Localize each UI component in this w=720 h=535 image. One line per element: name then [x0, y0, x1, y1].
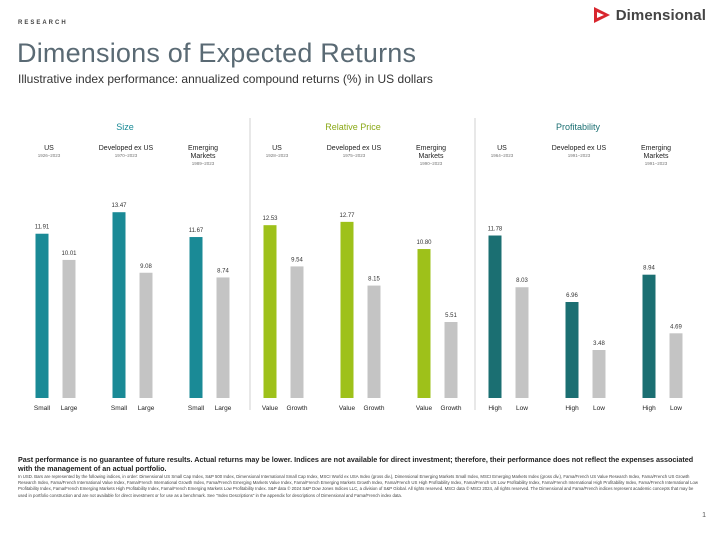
data-label-2-1-1: 12.53 [262, 216, 278, 222]
data-label-1-1-2: 10.01 [61, 251, 77, 257]
category-label-3-2-2: Low [593, 405, 605, 412]
bar-1-2-small [112, 212, 126, 398]
panel-period-3-1: 1964–2023 [491, 153, 514, 158]
bar-1-2-large [139, 272, 153, 398]
group-title-2: Relative Price [325, 122, 381, 132]
category-label-3-2-1: High [565, 405, 579, 412]
panel-name-3-2: Developed ex US [552, 145, 607, 152]
category-label-2-3-1: Value [416, 405, 433, 412]
data-label-1-3-2: 8.74 [217, 268, 229, 274]
data-label-3-2-1: 6.96 [566, 293, 578, 299]
panel-name-1-3: Emerging [188, 145, 218, 152]
bar-1-3-large [216, 277, 230, 398]
bar-3-1-high [488, 235, 502, 398]
category-label-2-2-1: Value [339, 405, 356, 412]
logo-wordmark: Dimensional [615, 6, 706, 24]
bar-3-2-low [592, 350, 606, 398]
data-label-2-3-1: 10.80 [416, 240, 432, 246]
category-label-2-1-1: Value [262, 405, 279, 412]
disclaimer-bold: Past performance is no guarantee of futu… [18, 455, 694, 473]
eyebrow-label: RESEARCH [18, 20, 68, 26]
data-label-1-3-1: 11.67 [189, 228, 204, 234]
data-label-2-3-2: 5.51 [445, 313, 457, 319]
category-label-2-3-2: Growth [441, 405, 462, 412]
panel-period-2-2: 1975–2023 [343, 153, 366, 158]
group-title-3: Profitability [556, 122, 601, 132]
bar-3-3-low [669, 333, 683, 398]
bar-3-3-high [642, 274, 656, 398]
dimensional-logo-icon [593, 7, 610, 23]
panel-name-2-2: Developed ex US [327, 145, 382, 152]
bar-2-1-growth [290, 266, 304, 398]
bar-2-2-growth [367, 285, 381, 398]
panel-period-3-3: 1991–2023 [645, 161, 668, 166]
panel-period-1-2: 1970–2023 [115, 153, 138, 158]
panel-name-1-3: Markets [191, 153, 216, 160]
data-label-2-2-1: 12.77 [339, 213, 355, 219]
category-label-1-2-1: Small [111, 405, 128, 412]
panel-period-1-1: 1926–2023 [38, 153, 61, 158]
category-label-1-2-2: Large [138, 405, 155, 412]
data-label-3-2-2: 3.48 [593, 341, 605, 347]
category-label-1-1-1: Small [34, 405, 51, 412]
panel-period-2-3: 1990–2023 [420, 161, 443, 166]
returns-bar-chart: SizeUS1926–202311.91Small10.01LargeDevel… [34, 118, 683, 412]
disclaimer: Past performance is no guarantee of futu… [18, 455, 698, 499]
bar-2-3-value [417, 249, 431, 398]
panel-name-3-3: Emerging [641, 145, 671, 152]
page-title: Dimensions of Expected Returns [17, 38, 417, 68]
bar-3-2-high [565, 302, 579, 398]
bar-3-1-low [515, 287, 529, 398]
data-label-1-2-1: 13.47 [111, 203, 127, 209]
data-label-1-2-2: 9.08 [140, 264, 152, 270]
group-title-1: Size [116, 122, 134, 132]
bar-1-3-small [189, 237, 203, 398]
dimensional-logo: Dimensional [592, 4, 706, 26]
category-label-2-1-2: Growth [287, 405, 308, 412]
panel-period-2-1: 1928–2023 [266, 153, 289, 158]
data-label-3-1-1: 11.78 [488, 227, 503, 233]
data-label-2-2-2: 8.15 [368, 277, 380, 283]
bar-2-3-growth [444, 322, 458, 398]
panel-name-3-3: Markets [644, 153, 669, 160]
disclaimer-fine-print: In USD. Bars are represented by the foll… [18, 474, 699, 498]
data-label-3-1-2: 8.03 [516, 278, 528, 284]
category-label-3-1-1: High [488, 405, 502, 412]
panel-name-2-3: Markets [419, 153, 444, 160]
panel-name-1-1: US [44, 145, 54, 152]
category-label-1-3-2: Large [215, 405, 232, 412]
data-label-2-1-2: 9.54 [291, 257, 303, 263]
category-label-2-2-2: Growth [364, 405, 385, 412]
bar-2-2-value [340, 221, 354, 398]
category-label-1-1-2: Large [61, 405, 78, 412]
panel-name-1-2: Developed ex US [99, 145, 154, 152]
category-label-3-3-2: Low [670, 405, 682, 412]
bar-2-1-value [263, 225, 277, 398]
page-subtitle: Illustrative index performance: annualiz… [18, 72, 433, 86]
bar-1-1-small [35, 233, 49, 398]
data-label-3-3-1: 8.94 [643, 266, 655, 272]
panel-period-3-2: 1991–2023 [568, 153, 591, 158]
panel-name-3-1: US [497, 145, 507, 152]
page-number: 1 [702, 512, 706, 519]
panel-name-2-3: Emerging [416, 145, 446, 152]
category-label-1-3-1: Small [188, 405, 205, 412]
panel-name-2-1: US [272, 145, 282, 152]
data-label-3-3-2: 4.69 [670, 324, 682, 330]
category-label-3-1-2: Low [516, 405, 528, 412]
bar-1-1-large [62, 259, 76, 398]
panel-period-1-3: 1989–2023 [192, 161, 215, 166]
category-label-3-3-1: High [642, 405, 656, 412]
data-label-1-1-1: 11.91 [35, 225, 50, 231]
